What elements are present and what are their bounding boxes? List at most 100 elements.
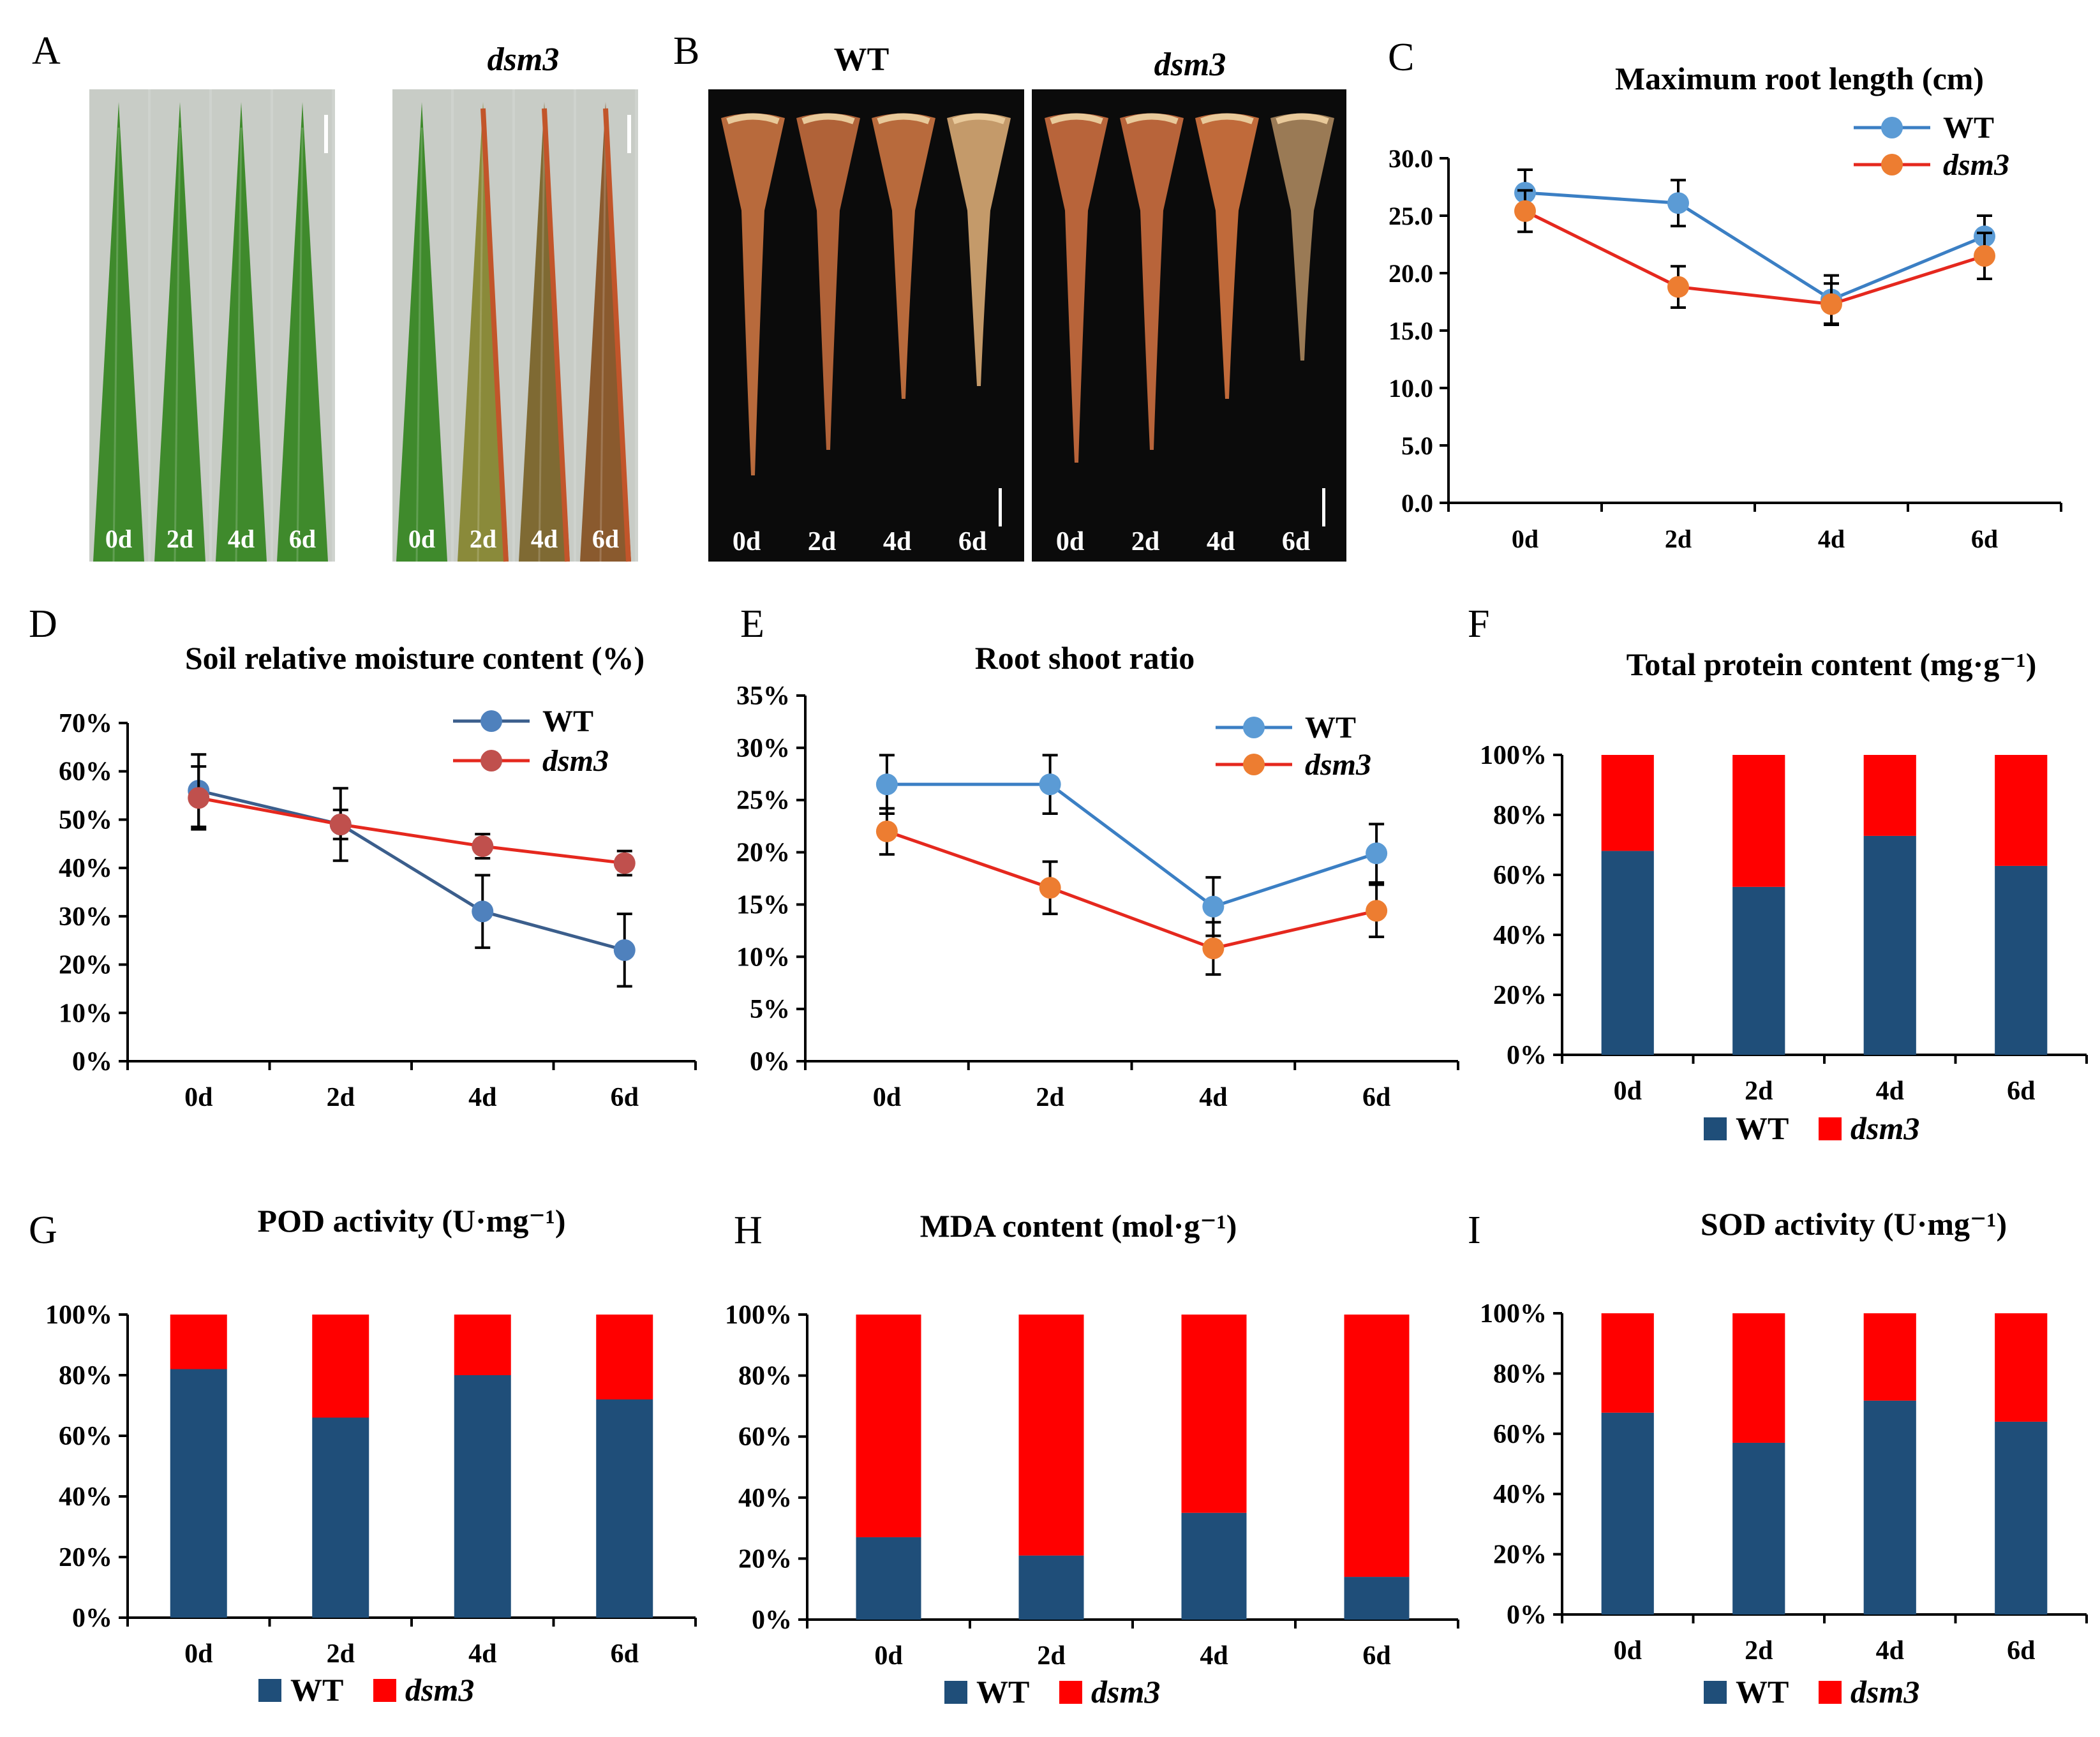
dsm3-root-photo: 0d 2d 4d 6d <box>1032 89 1346 562</box>
legend-label: WT <box>290 1672 343 1708</box>
legend-item-dsm3: dsm3 <box>373 1672 474 1708</box>
bar-dsm3 <box>1601 1313 1654 1413</box>
x-tick-label: 0d <box>184 1639 212 1669</box>
chart-title: Root shoot ratio <box>975 640 1195 676</box>
data-point <box>1039 773 1061 796</box>
y-tick-label: 0% <box>752 1606 792 1635</box>
x-tick-label: 2d <box>1745 1636 1773 1666</box>
chart-title: Maximum root length (cm) <box>1615 61 1984 96</box>
root-crown <box>1050 113 1103 124</box>
root-crown <box>952 113 1006 124</box>
x-tick-label: 2d <box>1745 1077 1773 1106</box>
bar-wt <box>1601 851 1654 1055</box>
legend-item-wt: WT <box>1216 711 1356 745</box>
series-line <box>1524 209 1985 306</box>
chart-d: D Soil relative moisture content (%) 0% 10%… <box>29 602 697 1112</box>
legend-item-wt: WT <box>453 704 593 738</box>
data-point <box>875 820 898 842</box>
x-tick-label: 2d <box>327 1083 355 1112</box>
series-dsm3 <box>875 807 1388 976</box>
x-tick-label: 2d <box>1665 525 1692 553</box>
x-tick-label: 0d <box>1512 525 1538 553</box>
bar-wt <box>170 1369 227 1618</box>
leaf-blade <box>580 102 631 562</box>
bar-wt <box>454 1375 511 1618</box>
y-tick-label: 60% <box>738 1422 792 1452</box>
series-wt <box>188 753 636 988</box>
x-tick-label: 4d <box>468 1083 496 1112</box>
y-tick-label: 50% <box>59 805 112 835</box>
day-label: 0d <box>408 525 435 553</box>
legend-item-dsm3: dsm3 <box>1216 748 1371 782</box>
panel-letter: C <box>1388 36 1414 79</box>
y-tick-label: 70% <box>59 709 112 738</box>
series-dsm3 <box>1514 189 1995 326</box>
wt-leaf-photo: 0d 2d 4d 6d <box>89 89 335 562</box>
bar-wt <box>1181 1512 1247 1620</box>
x-tick-label: 6d <box>2007 1077 2035 1106</box>
y-tick-label: 25% <box>736 786 790 816</box>
data-point <box>472 835 494 858</box>
x-tick-label: 0d <box>1614 1077 1642 1106</box>
leaf-3: 6d <box>576 89 635 562</box>
panel-letter: D <box>29 602 57 646</box>
x-tick-label: 6d <box>1362 1641 1390 1671</box>
y-tick-label: 100% <box>725 1301 792 1330</box>
data-point <box>472 900 494 923</box>
bar-dsm3 <box>596 1315 653 1399</box>
chart-i: I SOD activity (U·mg⁻¹) 0% 20% 40% 60% 80% 100%… <box>1468 1206 2088 1710</box>
bar-dsm3 <box>1732 755 1785 887</box>
legend-swatch <box>258 1679 281 1702</box>
data-point <box>1039 877 1061 899</box>
legend-item-dsm3: dsm3 <box>1059 1674 1160 1710</box>
legend-label: WT <box>1305 711 1356 745</box>
legend-marker <box>1243 754 1265 775</box>
series-line <box>886 830 1377 950</box>
legend-label: WT <box>542 704 593 738</box>
chart-c: C Maximum root length (cm) 0.0 5.0 10.0 15.0 2… <box>1388 36 2062 553</box>
x-tick-label: 4d <box>1876 1636 1904 1666</box>
series-line <box>198 796 625 865</box>
leaf-blade <box>396 102 447 562</box>
legend-label: dsm3 <box>1943 148 2009 182</box>
x-tick-label: 6d <box>2007 1636 2035 1666</box>
leaf-2: 4d <box>212 89 271 562</box>
panel-letter: I <box>1468 1209 1481 1252</box>
y-tick-label: 10% <box>59 999 112 1028</box>
y-tick-label: 80% <box>738 1362 792 1391</box>
root-crown <box>877 113 930 124</box>
bar-dsm3 <box>1863 755 1916 836</box>
leaf-1: 2d <box>151 89 209 562</box>
legend-swatch <box>373 1679 396 1702</box>
data-point <box>875 773 898 796</box>
data-point <box>329 814 352 835</box>
y-tick-label: 20% <box>736 839 790 868</box>
legend-marker <box>1881 154 1903 175</box>
legend-label: dsm3 <box>405 1672 474 1708</box>
x-tick-label: 2d <box>1037 1641 1065 1671</box>
x-tick-label: 6d <box>1971 525 1998 553</box>
bar-dsm3 <box>1018 1315 1084 1556</box>
bar-dsm3 <box>1181 1315 1247 1513</box>
legend-item-dsm3: dsm3 <box>1854 148 2009 182</box>
chart-f: F Total protein content (mg·g⁻¹) 0% 20% 40% 6… <box>1468 602 2088 1146</box>
bar-dsm3 <box>170 1315 227 1369</box>
chart-title: Total protein content (mg·g⁻¹) <box>1627 646 2037 682</box>
bar-dsm3 <box>1995 755 2048 866</box>
x-tick-label: 4d <box>1818 525 1845 553</box>
x-tick-label: 4d <box>1199 1083 1227 1112</box>
bar-wt <box>1344 1577 1410 1620</box>
day-label: 0d <box>1056 527 1084 556</box>
legend-label: dsm3 <box>1851 1674 1919 1710</box>
leaf-0: 0d <box>392 89 451 562</box>
legend-item-wt: WT <box>1704 1110 1789 1146</box>
chart-title: POD activity (U·mg⁻¹) <box>258 1203 566 1239</box>
y-tick-label: 30% <box>59 902 112 932</box>
dsm3-leaf-photo: 0d 2d 4d 6d <box>392 89 638 562</box>
legend-label: WT <box>976 1674 1029 1710</box>
chart-g: G POD activity (U·mg⁻¹) 0% 20% 40% 60% 80% 100%… <box>29 1203 697 1708</box>
day-label: 6d <box>1282 527 1310 556</box>
data-point <box>1202 937 1225 960</box>
data-point <box>613 852 636 874</box>
